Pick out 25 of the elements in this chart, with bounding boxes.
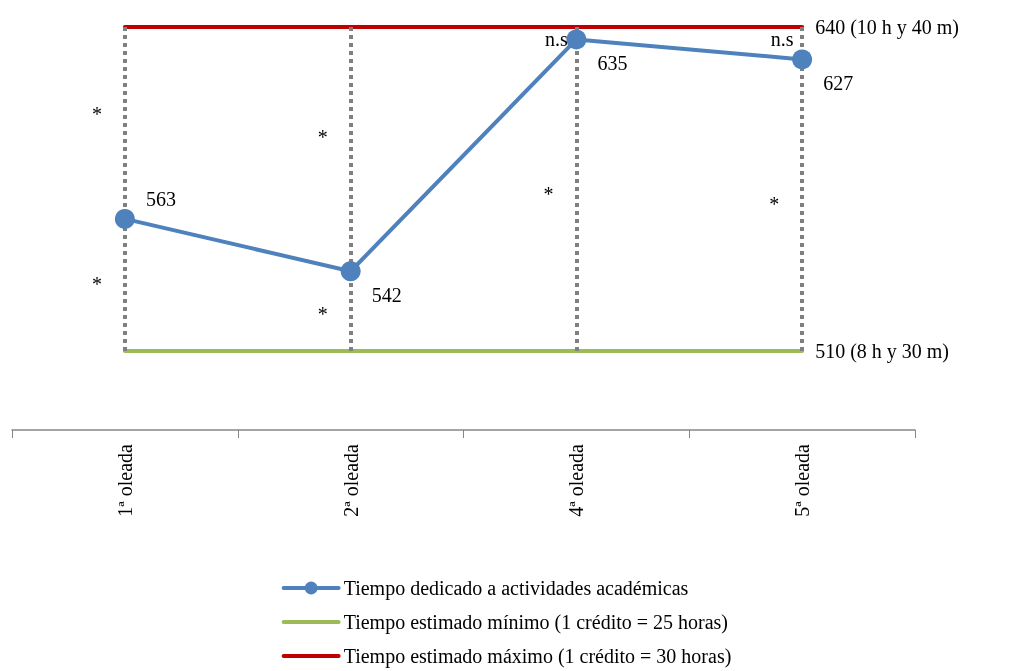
legend-label: Tiempo estimado mínimo (1 crédito = 25 horas) (343, 611, 729, 634)
annotation: * (91, 103, 102, 126)
data-label: 640 (10 h y 40 m) (815, 16, 960, 39)
legend-label: Tiempo dedicado a actividades académicas (343, 577, 689, 600)
point (792, 49, 813, 70)
point (114, 208, 135, 229)
point (566, 29, 587, 50)
data-label: 510 (8 h y 30 m) (815, 340, 950, 363)
annotation: n.s (770, 28, 794, 51)
data-label: 635 (597, 52, 628, 75)
x-tick-label: 5ª oleada (791, 443, 814, 517)
annotation: * (317, 125, 328, 148)
annotation: * (91, 272, 102, 295)
x-tick-label: 2ª oleada (339, 443, 362, 517)
legend-label: Tiempo estimado máximo (1 crédito = 30 horas) (343, 645, 732, 668)
annotation: * (543, 182, 554, 205)
x-tick-label: 4ª oleada (565, 443, 588, 517)
data-label: 563 (145, 187, 176, 210)
annotation: n.s (544, 28, 568, 51)
annotation: * (769, 192, 780, 215)
annotation: * (317, 302, 328, 325)
data-label: 627 (823, 72, 854, 95)
x-tick-label: 1ª oleada (113, 443, 136, 517)
point (340, 261, 361, 282)
data-label: 542 (371, 284, 402, 307)
